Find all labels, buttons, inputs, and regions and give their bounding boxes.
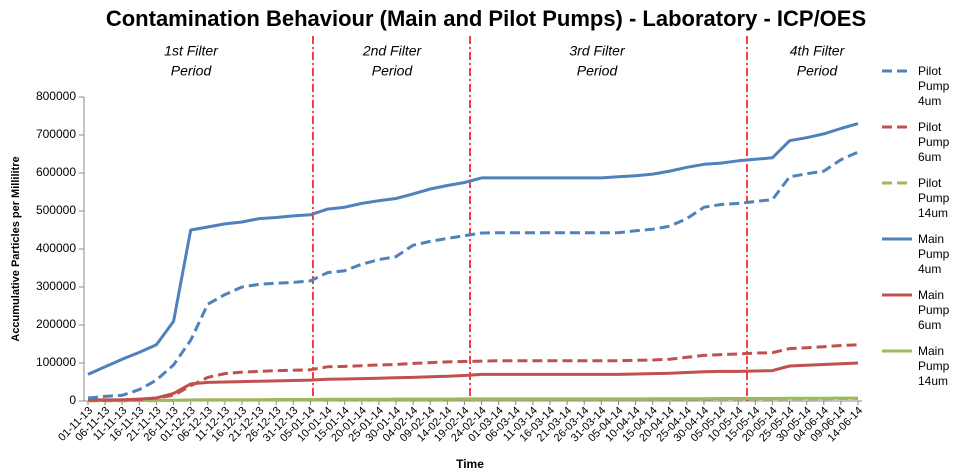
legend-label: Pilot Pump 14um: [918, 176, 950, 220]
y-tick-label: 400000: [36, 241, 76, 255]
legend-label: Pilot Pump 6um: [918, 120, 950, 164]
series-line: [88, 361, 859, 402]
y-tick-label: 700000: [36, 127, 76, 141]
series-line: [88, 343, 859, 402]
period-label: 2nd Filter: [362, 43, 423, 59]
legend-label: Main Pump 14um: [918, 344, 950, 388]
legend-swatch: [882, 293, 912, 297]
legend-label: Main Pump 6um: [918, 288, 950, 332]
y-tick-label: 800000: [36, 89, 76, 103]
y-tick-label: 600000: [36, 165, 76, 179]
y-tick-label: 500000: [36, 203, 76, 217]
x-axis-label: Time: [456, 457, 484, 471]
period-label: Period: [372, 63, 414, 79]
y-tick-label: 300000: [36, 279, 76, 293]
period-label: 4th Filter: [790, 43, 846, 59]
legend-swatch: [882, 181, 912, 185]
legend: Pilot Pump 4um Pilot Pump 6um Pilot Pump 1…: [880, 64, 970, 400]
legend-entry: Main Pump 4um: [880, 232, 970, 288]
legend-label: Main Pump 4um: [918, 232, 950, 276]
legend-entry: Main Pump 6um: [880, 288, 970, 344]
period-label: Period: [577, 63, 619, 79]
y-tick-label: 200000: [36, 317, 76, 331]
y-tick-label: 100000: [36, 355, 76, 369]
period-label: 1st Filter: [164, 43, 219, 59]
legend-label: Pilot Pump 4um: [918, 64, 950, 108]
legend-swatch: [882, 237, 912, 241]
legend-swatch: [882, 125, 912, 129]
period-label: Period: [171, 63, 213, 79]
legend-swatch: [882, 69, 912, 73]
y-tick-label: 0: [69, 393, 76, 407]
series-line: [88, 397, 858, 403]
series-line: [87, 122, 859, 376]
legend-entry: Main Pump 14um: [880, 344, 970, 400]
legend-entry: Pilot Pump 14um: [880, 176, 970, 232]
legend-swatch: [882, 349, 912, 353]
period-label: Period: [797, 63, 839, 79]
legend-entry: Pilot Pump 4um: [880, 64, 970, 120]
legend-entry: Pilot Pump 6um: [880, 120, 970, 176]
series-line: [87, 150, 859, 400]
y-axis-label: Accumulative Particles per Millilitre: [10, 156, 22, 341]
chart-title: Contamination Behaviour (Main and Pilot …: [106, 6, 866, 31]
period-label: 3rd Filter: [569, 43, 626, 59]
